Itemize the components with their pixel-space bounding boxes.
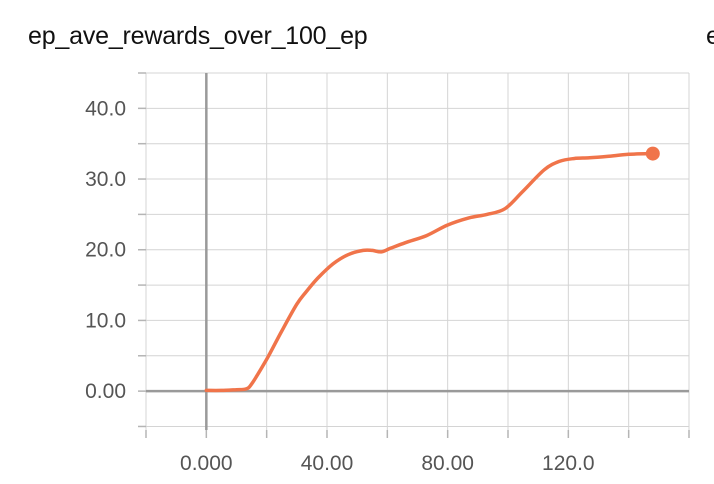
series-layer <box>204 146 660 393</box>
x-tick-label: 0.000 <box>180 452 233 475</box>
y-axis-ticks: 0.00 10.0 20.0 30.0 40.0 <box>85 72 146 428</box>
y-tick-label: 30.0 <box>85 168 126 191</box>
chart-title: ep_ave_rewards_over_100_ep <box>28 22 368 50</box>
grid <box>145 72 690 430</box>
y-tick-label: 10.0 <box>85 309 126 332</box>
series-end-marker[interactable] <box>645 146 660 161</box>
series-line <box>204 151 655 393</box>
y-tick-label: 20.0 <box>85 239 126 262</box>
next-chart-title-fragment: e <box>706 22 714 50</box>
x-tick-label: 40.00 <box>301 452 354 475</box>
x-tick-label: 80.00 <box>421 452 474 475</box>
axes <box>146 73 689 430</box>
y-tick-label: 0.00 <box>85 380 126 403</box>
x-tick-label: 120.0 <box>542 452 595 475</box>
x-axis-ticks: 0.000 40.00 80.00 120.0 <box>145 430 690 475</box>
y-tick-label: 40.0 <box>85 97 126 120</box>
